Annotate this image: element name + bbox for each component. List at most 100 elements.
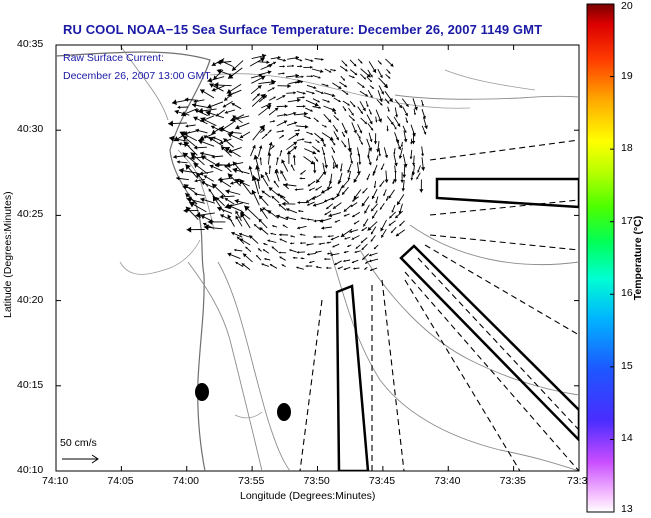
current-vector-head	[293, 141, 298, 146]
depth-contour	[329, 249, 579, 471]
current-vector-head	[370, 95, 373, 98]
current-vector-head	[374, 246, 377, 250]
current-vector-head	[256, 178, 260, 182]
current-vector-head	[310, 65, 313, 69]
current-vector-head	[313, 235, 316, 239]
current-vector-head	[240, 212, 246, 218]
current-vector-head	[227, 252, 232, 257]
colorbar-tick-label: 15	[621, 359, 633, 372]
colorbar-tick-label: 17	[621, 214, 633, 227]
current-vector-head	[375, 201, 378, 204]
current-vector-head	[185, 193, 191, 198]
current-vector-head	[285, 216, 289, 220]
current-vector-head	[300, 65, 303, 68]
current-vector-head	[332, 150, 335, 153]
y-tick-label: 40:35	[17, 38, 44, 50]
current-vector-head	[319, 219, 324, 223]
current-vector-head	[424, 125, 428, 129]
current-vector-head	[256, 255, 259, 258]
current-vector-head	[199, 171, 204, 176]
current-vector-head	[282, 224, 285, 227]
current-vector-head	[260, 208, 264, 212]
current-vector-head	[363, 223, 366, 227]
current-vector-head	[350, 204, 354, 207]
current-vector-head	[279, 195, 284, 199]
current-vector-head	[245, 246, 248, 249]
current-vector-head	[194, 109, 199, 114]
current-vector-head	[231, 103, 235, 107]
colorbar	[586, 3, 615, 513]
current-vector-head	[357, 153, 361, 157]
current-vector-head	[380, 227, 384, 232]
current-vector-head	[385, 198, 389, 201]
current-vector-head	[346, 92, 349, 95]
current-vector-head	[362, 107, 366, 112]
current-vector-head	[421, 104, 424, 107]
depth-contour	[234, 411, 263, 419]
current-vector-head	[196, 172, 202, 178]
current-vector-head	[205, 110, 212, 117]
current-vector-head	[182, 135, 188, 141]
current-vector-head	[312, 203, 317, 207]
current-vector-head	[388, 195, 392, 199]
current-vector-head	[369, 120, 373, 125]
colorbar-tick-label: 14	[621, 432, 633, 445]
current-vector-head	[209, 83, 215, 88]
current-vector-head	[263, 242, 266, 246]
current-vector-head	[293, 146, 297, 150]
current-vector-head	[201, 181, 206, 186]
x-tick-label: 73:45	[368, 475, 396, 487]
current-vector-head	[387, 101, 390, 104]
current-vector-head	[190, 152, 197, 158]
current-vector-head	[239, 238, 244, 242]
current-vector-head	[271, 196, 275, 199]
current-vector-head	[312, 196, 316, 200]
current-vector-head	[176, 176, 180, 181]
current-vector-head	[309, 261, 312, 264]
current-vector-head	[281, 129, 284, 133]
current-vector-head	[200, 215, 206, 220]
current-vector-head	[403, 138, 408, 143]
current-vector-head	[272, 87, 275, 90]
current-vector-head	[256, 93, 260, 97]
current-vector-head	[317, 140, 320, 143]
current-vector-head	[344, 130, 348, 134]
current-vector-head	[273, 61, 276, 65]
current-vector-head	[313, 219, 317, 223]
current-vector-head	[198, 107, 204, 114]
coastline-detail	[119, 45, 169, 121]
current-vector-head	[290, 235, 293, 238]
current-vector-head	[322, 152, 326, 156]
current-vector-head	[361, 240, 364, 243]
current-vector-head	[327, 252, 330, 255]
current-vector-head	[362, 257, 365, 260]
current-vector-head	[293, 111, 297, 116]
current-vector-head	[364, 121, 367, 124]
current-vector-head	[200, 89, 205, 94]
chart-title: RU COOL NOAA−15 Sea Surface Temperature:…	[63, 22, 543, 37]
current-vector-head	[294, 121, 297, 125]
current-vector-head	[386, 129, 389, 132]
current-vector-head	[320, 69, 324, 73]
current-vector-head	[224, 110, 228, 114]
current-vector-head	[272, 145, 275, 148]
current-vector-head	[315, 265, 318, 269]
current-vector-head	[189, 201, 196, 208]
current-vector-head	[344, 237, 347, 240]
current-vector-head	[292, 256, 295, 259]
current-vector-head	[318, 242, 321, 246]
current-vector-head	[227, 204, 233, 210]
x-tick-label: 73:40	[434, 475, 461, 487]
current-vector-head	[282, 95, 286, 98]
current-vector-head	[321, 226, 325, 230]
current-vector-head	[360, 61, 363, 64]
current-vector-head	[369, 253, 372, 257]
current-vector-head	[389, 215, 392, 219]
current-vector-head	[195, 211, 201, 219]
current-vector-head	[360, 142, 363, 145]
colorbar-ticks	[610, 3, 614, 513]
current-vector-head	[297, 98, 301, 103]
current-vector-head	[239, 134, 244, 138]
current-vector-head	[193, 145, 198, 150]
